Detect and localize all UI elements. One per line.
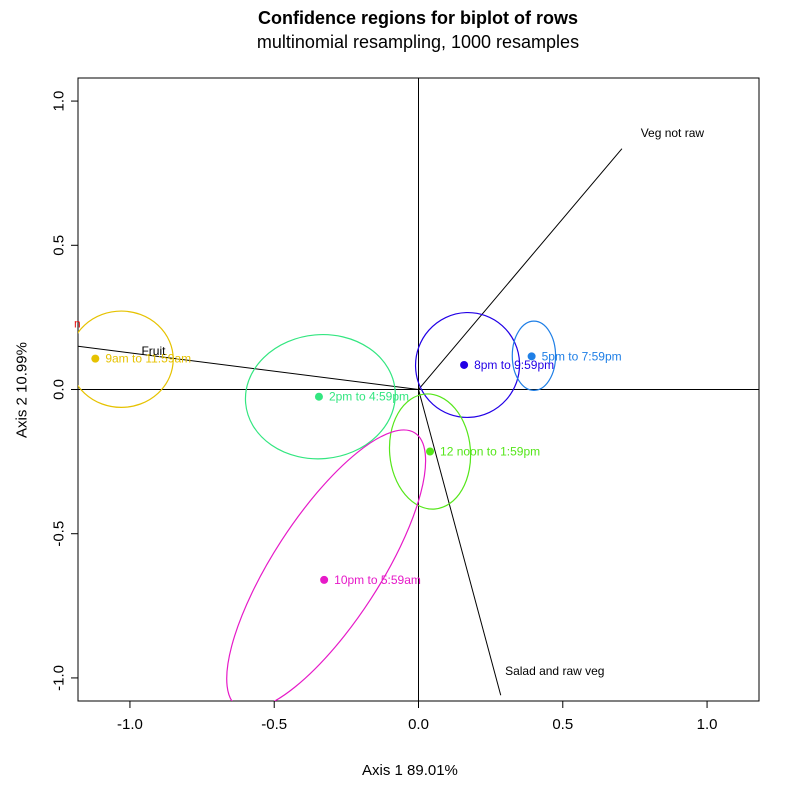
row-point-label: 10pm to 5:59am [334, 573, 421, 587]
vector-line [418, 389, 502, 696]
x-tick-label: -0.5 [261, 716, 287, 733]
confidence-ellipse [226, 429, 427, 701]
x-tick-label: 1.0 [697, 716, 718, 733]
y-axis-label: Axis 2 10.99% [13, 342, 31, 438]
row-point-label: 5pm to 7:59pm [542, 349, 622, 363]
vector-label: Veg not raw [641, 126, 705, 140]
confidence-ellipse [78, 310, 174, 408]
vector-line [78, 345, 419, 390]
x-tick-label: 0.0 [408, 716, 429, 733]
row-point [527, 352, 536, 361]
confidence-ellipse [511, 320, 557, 391]
y-tick-label: 0.0 [51, 379, 68, 400]
y-tick-label: 1.0 [51, 91, 68, 112]
y-tick-label: -1.0 [51, 665, 68, 691]
clipped-point-label: n [74, 316, 81, 330]
row-point [91, 354, 100, 363]
row-point-label: 9am to 11:59am [105, 352, 191, 366]
y-tick-label: -0.5 [51, 521, 68, 547]
row-point [426, 447, 435, 456]
x-tick-label: -1.0 [117, 716, 143, 733]
row-point [314, 392, 323, 401]
confidence-ellipse [414, 311, 521, 419]
row-point-label: 12 noon to 1:59pm [440, 445, 540, 459]
chart-title: Confidence regions for biplot of rows [257, 8, 578, 28]
confidence-ellipse [388, 393, 472, 510]
row-point [320, 575, 329, 584]
vector-line [418, 148, 623, 390]
row-point-label: 2pm to 4:59pm [329, 390, 409, 404]
chart-subtitle: multinomial resampling, 1000 resamples [256, 32, 580, 52]
vector-label: Fruit [141, 344, 166, 358]
confidence-ellipse [244, 333, 396, 460]
x-tick-label: 0.5 [552, 716, 573, 733]
vector-label: Salad and raw veg [505, 664, 604, 678]
y-tick-label: 0.5 [51, 235, 68, 256]
row-point-label: 8pm to 9:59pm [474, 358, 554, 372]
row-point [460, 360, 469, 369]
x-axis-label: Axis 1 89.01% [362, 762, 458, 779]
